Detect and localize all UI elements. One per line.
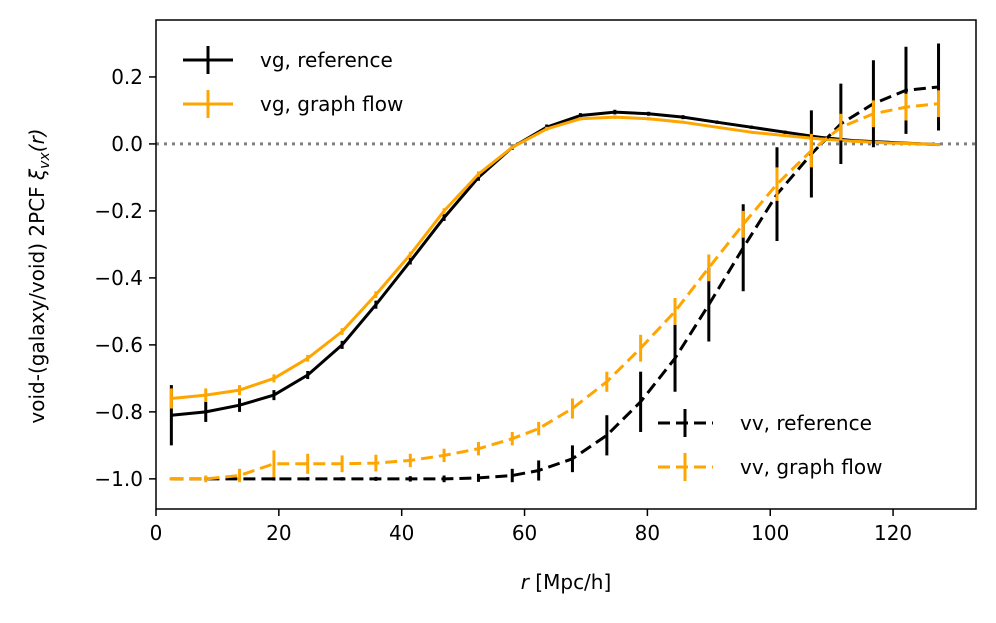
axes-frame bbox=[155, 19, 977, 510]
y-axis-label-text: void-(galaxy/void) 2PCF bbox=[25, 180, 49, 424]
x-tick-label: 80 bbox=[635, 521, 660, 545]
y-axis-subscript: vx bbox=[37, 152, 53, 169]
series-line-vg-reference bbox=[171, 110, 939, 417]
y-tick-label: 0.2 bbox=[111, 65, 143, 89]
legend-label-vv-graph-flow: vv, graph flow bbox=[740, 455, 882, 479]
x-tick-label: 40 bbox=[389, 521, 414, 545]
x-tick-label: 120 bbox=[874, 521, 912, 545]
x-tick-label: 100 bbox=[751, 521, 789, 545]
x-axis-title: r [Mpc/h] bbox=[521, 570, 612, 594]
legend-item-vg-graph-flow: vg, graph flow bbox=[183, 90, 403, 118]
y-axis-title: void-(galaxy/void) 2PCF ξvx(r) bbox=[25, 128, 53, 423]
x-tick-label: 0 bbox=[150, 521, 163, 545]
y-tick-label: −0.4 bbox=[94, 266, 143, 290]
series-vv-reference bbox=[169, 43, 941, 483]
legend-bottom-right: vv, reference vv, graph flow bbox=[658, 409, 882, 481]
series-line-vv-reference bbox=[171, 85, 939, 481]
y-axis: 0.2 0.0 −0.2 −0.4 −0.6 −0.8 −1.0 bbox=[94, 65, 156, 491]
y-tick-label: −0.2 bbox=[94, 199, 143, 223]
x-axis: 0 20 40 60 80 100 120 bbox=[150, 509, 912, 545]
series-vv-graph-flow bbox=[169, 90, 941, 483]
legend-item-vg-reference: vg, reference bbox=[183, 46, 393, 74]
legend-item-vv-reference: vv, reference bbox=[658, 409, 872, 437]
y-tick-label: −1.0 bbox=[94, 467, 143, 491]
y-axis-xi-symbol: ξ bbox=[25, 168, 49, 181]
legend-label-vg-graph-flow: vg, graph flow bbox=[260, 92, 403, 116]
x-tick-label: 60 bbox=[512, 521, 537, 545]
x-axis-symbol: r bbox=[521, 570, 531, 594]
x-tick-label: 20 bbox=[266, 521, 291, 545]
y-tick-label: −0.8 bbox=[94, 400, 143, 424]
legend-top-left: vg, reference vg, graph flow bbox=[183, 46, 403, 118]
legend-label-vv-reference: vv, reference bbox=[740, 411, 872, 435]
legend-label-vg-reference: vg, reference bbox=[260, 48, 393, 72]
y-tick-label: −0.6 bbox=[94, 333, 143, 357]
series-line-vv-graph-flow bbox=[171, 102, 939, 481]
y-axis-argument: (r) bbox=[25, 128, 49, 152]
legend-item-vv-graph-flow: vv, graph flow bbox=[658, 453, 882, 481]
plot-area bbox=[156, 43, 976, 483]
x-axis-units: [Mpc/h] bbox=[529, 570, 611, 594]
y-tick-label: 0.0 bbox=[111, 132, 143, 156]
